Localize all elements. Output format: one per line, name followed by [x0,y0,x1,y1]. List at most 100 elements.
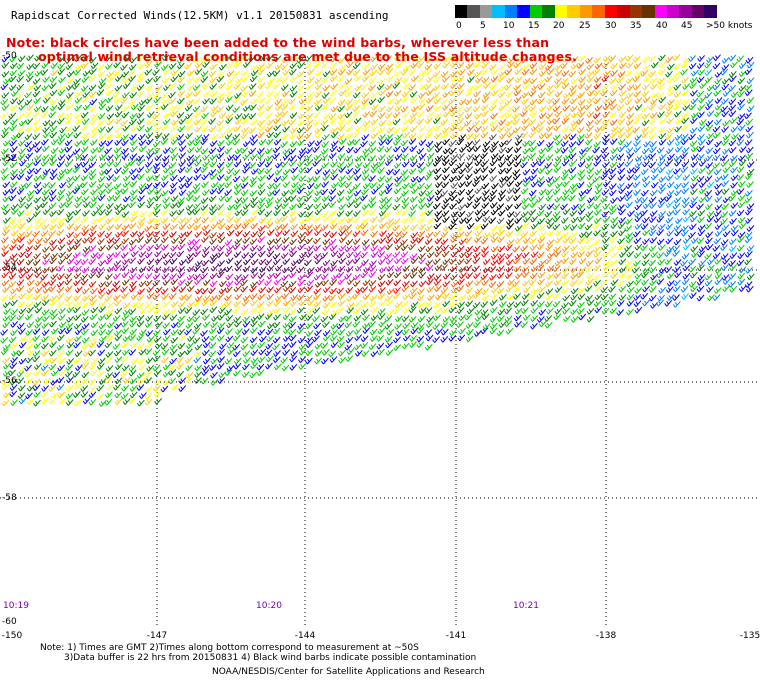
wind-barb [98,244,106,252]
wind-barb [24,251,33,259]
wind-barb [305,336,313,344]
wind-barb [561,272,570,280]
wind-barb [114,356,123,363]
wind-barb [216,92,225,99]
wind-barb [473,236,482,243]
wind-barb [25,75,34,83]
wind-barb [488,104,497,112]
wind-barb [641,90,650,98]
wind-barb [288,280,297,288]
wind-barb [465,62,474,70]
wind-barb [184,104,193,112]
wind-barb [441,210,450,217]
wind-barb [48,385,56,392]
wind-barb [674,173,683,181]
legend-label: 35 [630,21,642,31]
wind-barb [665,237,674,245]
wind-barb [144,272,153,280]
wind-barb [305,251,314,258]
wind-barb [528,55,537,62]
wind-barb [225,280,234,288]
wind-barb [361,168,370,175]
wind-barb [200,197,209,204]
wind-barb [312,111,321,119]
wind-barb [161,301,170,309]
wind-barb [18,167,27,175]
wind-barb [481,202,490,209]
wind-barb [152,167,161,174]
wind-barb [561,257,570,264]
wind-barb [32,133,41,140]
wind-barb [608,293,617,301]
wind-barb [322,97,331,104]
wind-barb [585,259,594,267]
wind-barb [409,91,418,98]
wind-barb [576,62,585,69]
wind-barb [352,131,360,139]
wind-barb [490,124,499,132]
wind-barb [456,245,465,253]
wind-barb [634,112,643,120]
wind-barb [440,118,449,126]
wind-barb [57,89,66,97]
wind-barb [314,329,322,337]
wind-barb [146,111,155,118]
wind-barb [57,314,66,321]
wind-barb [592,175,601,183]
wind-barb [80,146,89,153]
wind-barb [144,56,153,64]
wind-barb [642,229,650,237]
wind-barb [504,315,513,323]
wind-barb [433,274,442,281]
wind-barb [105,89,114,97]
wind-barb [233,362,242,370]
wind-barb [320,315,329,323]
wind-barb [697,216,705,224]
wind-barb [136,111,145,119]
wind-barb [592,194,601,202]
wind-barb [697,273,706,281]
wind-barb [225,161,234,168]
wind-barb [105,350,114,358]
wind-barb [746,97,755,104]
wind-barb [370,251,379,258]
wind-barb [273,209,281,217]
wind-barb [738,285,747,292]
wind-barb [81,322,90,330]
wind-barb [649,140,657,148]
wind-barb [577,105,586,112]
wind-barb [168,369,177,376]
wind-barb [57,55,66,63]
wind-barb [305,113,314,120]
wind-barb [290,223,298,231]
wind-barb [489,189,498,197]
wind-barb [505,285,514,293]
wind-barb [114,243,122,250]
wind-barb [266,244,275,252]
wind-barb [249,342,258,350]
wind-barb [226,364,235,372]
wind-barb [280,84,289,91]
wind-barb [233,182,242,190]
wind-barb [416,236,424,244]
wind-barb [426,145,435,153]
wind-barb [642,180,651,188]
wind-barb [569,125,578,132]
wind-barb [392,251,401,258]
wind-barb [10,118,18,126]
wind-barb [609,259,618,267]
wind-barb [561,55,570,63]
wind-barb [401,182,410,190]
wind-barb [272,327,281,335]
wind-barb [538,147,547,155]
wind-barb [352,257,361,264]
wind-barb [296,56,305,64]
wind-barb [50,273,59,280]
wind-barb [440,131,449,139]
wind-barb [313,244,321,252]
wind-barb [458,98,467,106]
wind-barb [328,265,337,272]
wind-barb [658,266,667,274]
wind-barb [75,364,83,372]
wind-barb [33,84,42,92]
